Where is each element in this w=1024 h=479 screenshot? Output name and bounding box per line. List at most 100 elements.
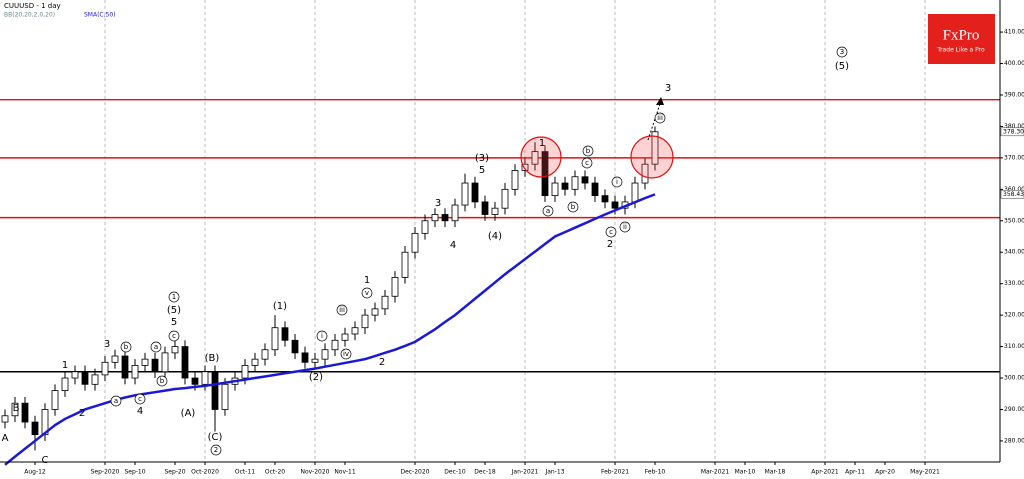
candle-body [251,358,259,366]
annotation-circle [542,205,554,217]
candle-body [331,339,339,351]
candle-body [71,371,79,379]
wave-label: (C) [208,432,223,443]
wave-label: a [154,343,158,351]
wave-label: c [172,332,176,340]
indicator-label: SMA(C,50) [84,12,116,19]
annotation-circle [110,395,122,407]
logo-box [928,14,995,64]
wave-label: (2) [309,372,323,383]
candle-body [341,333,349,341]
candle-body [321,349,329,360]
annotation-circle [605,226,617,238]
candle-body [271,327,279,351]
candle-body [11,402,19,417]
candle-body [1,415,9,423]
y-tick-label: 290.00 [1004,406,1024,413]
x-tick-label: Apr-2021 [811,469,839,476]
highlight-circle [630,135,674,179]
annotation-circle [611,176,623,188]
wave-label: iii [657,114,663,122]
wave-label: c [585,159,589,167]
x-tick-label: Nov-11 [334,469,356,476]
candle-body [511,170,519,190]
x-tick-label: Nov-2020 [301,469,330,476]
candle-body [181,346,189,379]
wave-label: c [609,228,613,236]
wave-label: iii [339,306,345,314]
wave-label: 2 [607,239,613,250]
annotation-circle [168,330,180,342]
x-tick-label: May-2021 [910,469,940,476]
annotation-circle [340,348,352,360]
y-tick-label: 300.00 [1004,375,1024,382]
price-marker-label: 378.30 [1003,128,1024,135]
wave-label: 1 [172,293,176,301]
candle-body [171,346,179,354]
candle-body [201,371,209,385]
chart-title: CUUUSD - 1 day [4,2,61,10]
wave-label: b [586,147,591,155]
wave-label: a [114,397,118,405]
y-tick-label: 350.00 [1004,217,1024,224]
candle-body [301,352,309,363]
candle-body [481,201,489,215]
x-tick-label: Jan-2021 [511,469,539,476]
candle-body [21,402,29,423]
wave-label: 2 [379,357,385,368]
candle-body [611,201,619,209]
candle-body [651,131,659,165]
x-tick-label: Jan-13 [544,469,564,476]
candle-body [601,195,609,203]
candle-body [521,163,529,171]
wave-label: b [160,377,165,385]
annotation-circle [316,330,328,342]
candle-body [161,352,169,373]
candle-body [541,151,549,197]
x-tick-label: Apr-20 [875,469,895,476]
annotation-circle [210,444,222,456]
candle-body [51,390,59,410]
candle-body [91,374,99,385]
candle-body [451,204,459,222]
wave-label: 3 [665,83,671,94]
candle-body [131,365,139,379]
wave-label: c [138,395,142,403]
wave-label: 1 [364,275,370,286]
candle-body [491,207,499,215]
candle-body [141,358,149,366]
wave-label: (A) [181,408,196,419]
x-tick-label: Oct-11 [235,469,255,476]
x-tick-label: Feb-10 [645,469,666,476]
wave-label: ii [623,223,627,231]
candle-body [371,308,379,316]
wave-label: b [571,203,576,211]
candle-body [441,214,449,222]
x-tick-label: Mar-10 [735,469,756,476]
wave-label: 4 [137,406,143,417]
annotation-circle [156,375,168,387]
x-tick-label: Apr-11 [845,469,865,476]
x-tick-label: Sep-20 [164,469,185,476]
x-tick-label: Sep-10 [124,469,145,476]
annotation-circle [836,46,848,58]
wave-label: (4) [488,231,502,242]
wave-label: v [365,289,369,297]
y-tick-label: 280.00 [1004,437,1024,444]
y-tick-label: 340.00 [1004,249,1024,256]
wave-label: 5 [479,165,485,176]
x-tick-label: Dec-10 [444,469,466,476]
x-tick-label: Oct-2020 [191,469,219,476]
wave-label: (1) [273,301,287,312]
annotation-circle [582,145,594,157]
annotation-circle [120,341,132,353]
annotation-circle [361,287,373,299]
wave-label: 4 [450,240,456,251]
price-marker [1000,189,1024,199]
y-tick-label: 400.00 [1004,60,1024,67]
wave-label: 3 [435,198,441,209]
candle-body [501,188,509,209]
candle-body [261,349,269,360]
